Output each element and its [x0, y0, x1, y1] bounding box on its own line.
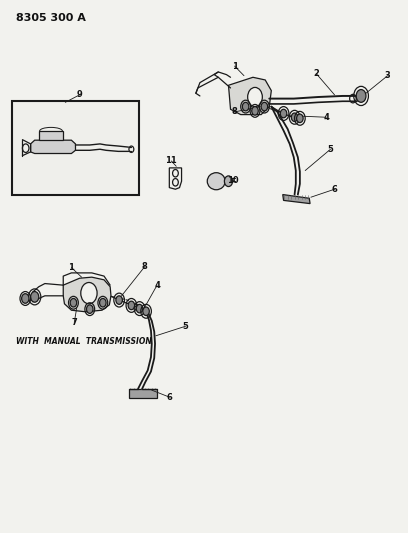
- Text: WITH  MANUAL  TRANSMISSION: WITH MANUAL TRANSMISSION: [16, 337, 152, 345]
- Text: 9: 9: [77, 91, 82, 99]
- Circle shape: [291, 113, 298, 122]
- Text: 1: 1: [232, 62, 237, 70]
- Text: 2: 2: [313, 69, 319, 78]
- Circle shape: [100, 298, 106, 307]
- Circle shape: [136, 304, 143, 313]
- Polygon shape: [39, 131, 63, 140]
- Circle shape: [86, 305, 93, 313]
- Circle shape: [280, 109, 287, 118]
- Circle shape: [356, 90, 366, 102]
- Text: 3: 3: [385, 71, 390, 80]
- Circle shape: [297, 114, 303, 123]
- Text: 6: 6: [332, 185, 337, 193]
- Circle shape: [70, 298, 77, 307]
- Polygon shape: [169, 168, 182, 189]
- Circle shape: [116, 296, 122, 304]
- Circle shape: [81, 282, 97, 304]
- Text: 5: 5: [328, 145, 333, 154]
- Text: 5: 5: [183, 322, 188, 330]
- Text: 7: 7: [71, 318, 77, 327]
- Circle shape: [242, 102, 249, 111]
- Text: 8305 300 A: 8305 300 A: [16, 13, 86, 23]
- Polygon shape: [129, 389, 157, 398]
- Polygon shape: [63, 277, 111, 312]
- Circle shape: [128, 301, 135, 310]
- Text: 10: 10: [227, 176, 238, 184]
- Circle shape: [22, 294, 29, 303]
- Polygon shape: [283, 195, 310, 204]
- Circle shape: [143, 307, 149, 316]
- Polygon shape: [31, 140, 75, 154]
- Polygon shape: [228, 77, 271, 115]
- Ellipse shape: [207, 173, 225, 190]
- Text: 11: 11: [166, 157, 177, 165]
- Text: 8: 8: [232, 108, 237, 116]
- Circle shape: [31, 292, 39, 302]
- Bar: [12, 101, 139, 195]
- Circle shape: [261, 102, 268, 111]
- Text: 4: 4: [154, 281, 160, 289]
- Circle shape: [224, 176, 233, 187]
- Text: 4: 4: [324, 113, 329, 122]
- Text: 6: 6: [166, 393, 172, 401]
- Circle shape: [252, 107, 258, 115]
- Text: 1: 1: [69, 263, 74, 272]
- Text: 8: 8: [142, 262, 148, 271]
- Circle shape: [248, 87, 262, 107]
